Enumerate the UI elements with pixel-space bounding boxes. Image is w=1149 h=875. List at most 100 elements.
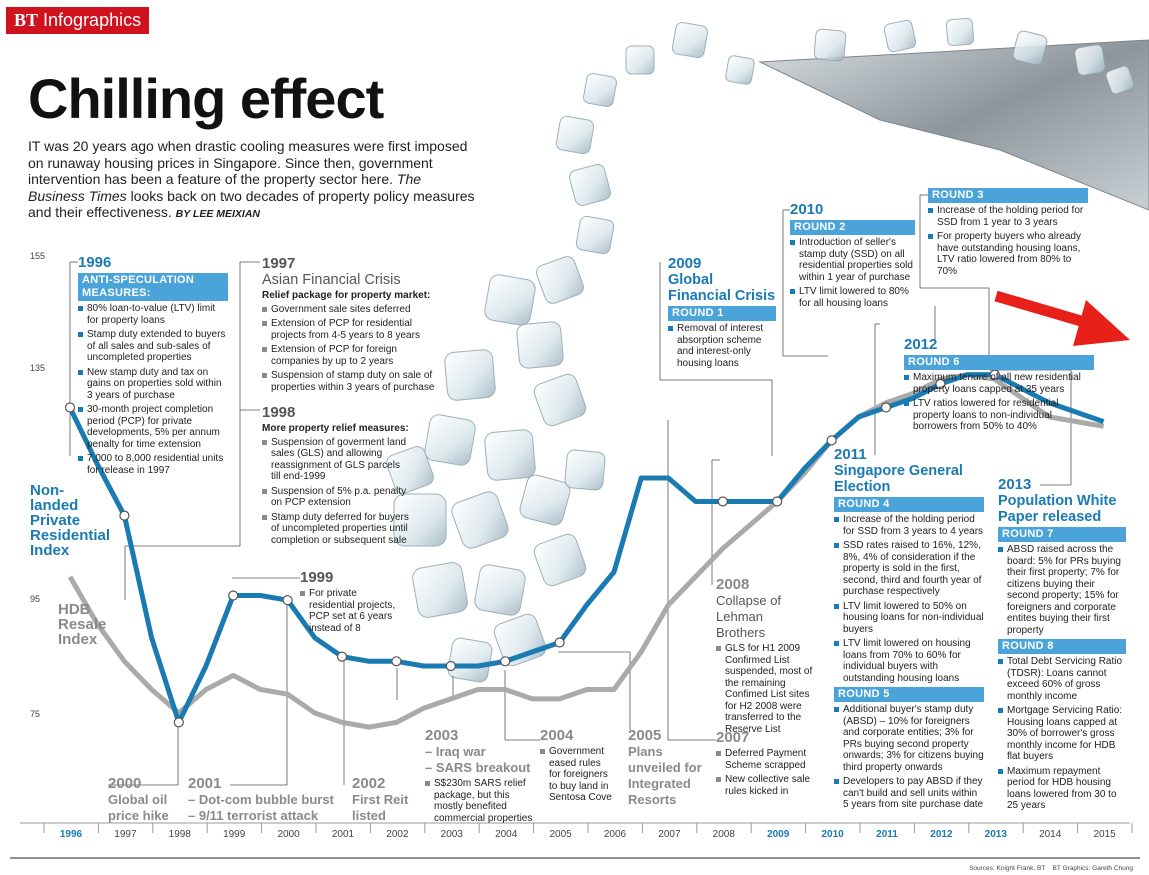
x-tick-label: 2000 <box>277 829 300 840</box>
event-marker <box>391 656 402 667</box>
y-tick-label: 95 <box>30 594 41 604</box>
event-2013: 2013 Population White Paper released ROU… <box>998 477 1126 815</box>
event-marker <box>826 435 837 446</box>
event-2010: 2010 ROUND 2 Introduction of seller's st… <box>790 202 915 312</box>
x-tick-label: 2004 <box>495 829 518 840</box>
event-2007: 2007 Deferred Payment Scheme scrapped Ne… <box>716 730 816 800</box>
hdb-series-label: HDB Resale Index <box>58 602 106 647</box>
byline: BY LEE MEIXIAN <box>175 208 261 220</box>
x-tick-label: 2010 <box>821 829 844 840</box>
event-marker <box>445 660 456 672</box>
event-year: 2007 <box>716 729 750 746</box>
event-line: – 9/11 terrorist attack <box>188 808 319 823</box>
event-marker <box>173 717 184 728</box>
event-2009: 2009 Global Financial Crisis ROUND 1 Rem… <box>668 256 776 372</box>
event-marker <box>880 402 892 413</box>
event-2004: 2004 Government eased rules for foreigne… <box>540 728 615 807</box>
event-item: For private residential projects, PCP se… <box>300 588 400 634</box>
event-year: 2011 <box>834 446 867 463</box>
ice-cube <box>484 429 536 481</box>
event-marker <box>500 656 511 667</box>
x-tick-label: 1998 <box>168 829 191 840</box>
ice-cube <box>1105 65 1135 95</box>
event-item: 7,000 to 8,000 residential units for rel… <box>78 453 228 476</box>
x-axis <box>10 822 1140 859</box>
page-title: Chilling effect <box>28 67 384 130</box>
y-tick-label: 155 <box>30 251 46 261</box>
intro-p1: IT was 20 years ago when drastic cooling… <box>28 138 468 187</box>
event-heading: Plans unveiled for Integrated Resorts <box>628 744 702 807</box>
x-tick-label: 2002 <box>386 829 409 840</box>
event-heading: Asian Financial Crisis <box>262 272 401 288</box>
x-tick-label: 2012 <box>930 829 953 840</box>
x-tick-label: 2015 <box>1093 829 1116 840</box>
x-tick-label: 2005 <box>549 829 572 840</box>
x-tick-label: 2001 <box>331 829 355 840</box>
ice-cube <box>533 533 587 587</box>
event-item: LTV ratios lowered for residential prope… <box>904 398 1094 433</box>
ice-cube <box>386 446 434 494</box>
event-1997: 1997 Asian Financial Crisis Relief packa… <box>262 256 442 396</box>
event-item: Stamp duty deferred for buyers of uncomp… <box>262 512 412 547</box>
event-2011: 2011 Singapore General Election ROUND 4 … <box>834 447 984 814</box>
event-year: 2003 <box>425 727 459 744</box>
event-2002: 2002 First Reit listed <box>352 776 412 824</box>
ice-cube <box>484 274 536 326</box>
event-line: – Dot-com bubble burst <box>188 792 334 807</box>
event-item: S$230m SARS relief package, but this mos… <box>425 778 535 824</box>
event-item: For property buyers who already have out… <box>928 231 1088 277</box>
event-marker <box>772 496 783 507</box>
event-marker <box>119 510 130 521</box>
x-tick-label: 2008 <box>712 829 735 840</box>
event-marker <box>336 651 348 662</box>
event-marker <box>64 402 76 413</box>
event-marker <box>935 378 946 390</box>
footer-credit: BT Graphics: Gareth Chung <box>1052 865 1133 872</box>
event-heading: Population White Paper released <box>998 493 1117 525</box>
ice-cube <box>393 493 447 547</box>
ice-cube <box>533 373 587 427</box>
event-2005: 2005 Plans unveiled for Integrated Resor… <box>628 728 703 808</box>
label-line: Index <box>58 631 98 648</box>
event-year: 1999 <box>300 569 334 586</box>
hdb-resale-line <box>67 372 1105 730</box>
x-tick-label: 1997 <box>114 829 137 840</box>
ramp-shape <box>758 39 1149 211</box>
event-item: 80% loan-to-value (LTV) limit for proper… <box>78 303 228 326</box>
event-marker <box>717 496 728 507</box>
event-line: – Iraq war <box>425 744 486 759</box>
event-year: 2008 <box>716 576 750 593</box>
label-line: landed <box>30 497 79 514</box>
x-tick-label: 2003 <box>440 829 463 840</box>
event-item: Deferred Payment Scheme scrapped <box>716 748 816 771</box>
event-item: Mortgage Servicing Ratio: Housing loans … <box>998 705 1126 763</box>
event-heading: Collapse of Lehman Brothers <box>716 593 782 640</box>
event-item: SSD rates raised to 16%, 12%, 8%, 4% of … <box>834 540 984 598</box>
event-item: LTV limit lowered on housing loans from … <box>834 638 984 684</box>
footer-credits: Sources: Knight Frank, BT BT Graphics: G… <box>969 865 1133 872</box>
event-year: 1996 <box>78 254 112 271</box>
event-subheading: More property relief measures: <box>262 423 409 434</box>
round-badge: ROUND 2 <box>790 220 915 235</box>
intro-italic: The Business Times <box>28 171 422 204</box>
ice-cube <box>424 414 476 466</box>
round-badge: ROUND 3 <box>928 188 1088 203</box>
x-tick-label: 2009 <box>767 829 790 840</box>
event-marker <box>554 637 565 648</box>
event-year: 2013 <box>998 476 1032 493</box>
event-year: 2001 <box>188 775 222 792</box>
event-item: Maximum tenure of all new residential pr… <box>904 372 1094 395</box>
round-badge: ROUND 7 <box>998 527 1126 542</box>
x-tick-label: 2011 <box>876 829 898 840</box>
label-line: Index <box>30 542 70 559</box>
ice-cube <box>569 164 611 206</box>
event-1999: 1999 For private residential projects, P… <box>300 570 400 637</box>
ice-cube <box>412 562 468 618</box>
ice-cube <box>474 564 526 616</box>
event-marker <box>282 595 293 606</box>
private-index-line <box>67 372 1105 725</box>
event-year: 1998 <box>262 404 296 421</box>
ice-cube <box>1012 30 1048 66</box>
event-year: 2000 <box>108 775 142 792</box>
round-badge: ROUND 4 <box>834 497 984 512</box>
